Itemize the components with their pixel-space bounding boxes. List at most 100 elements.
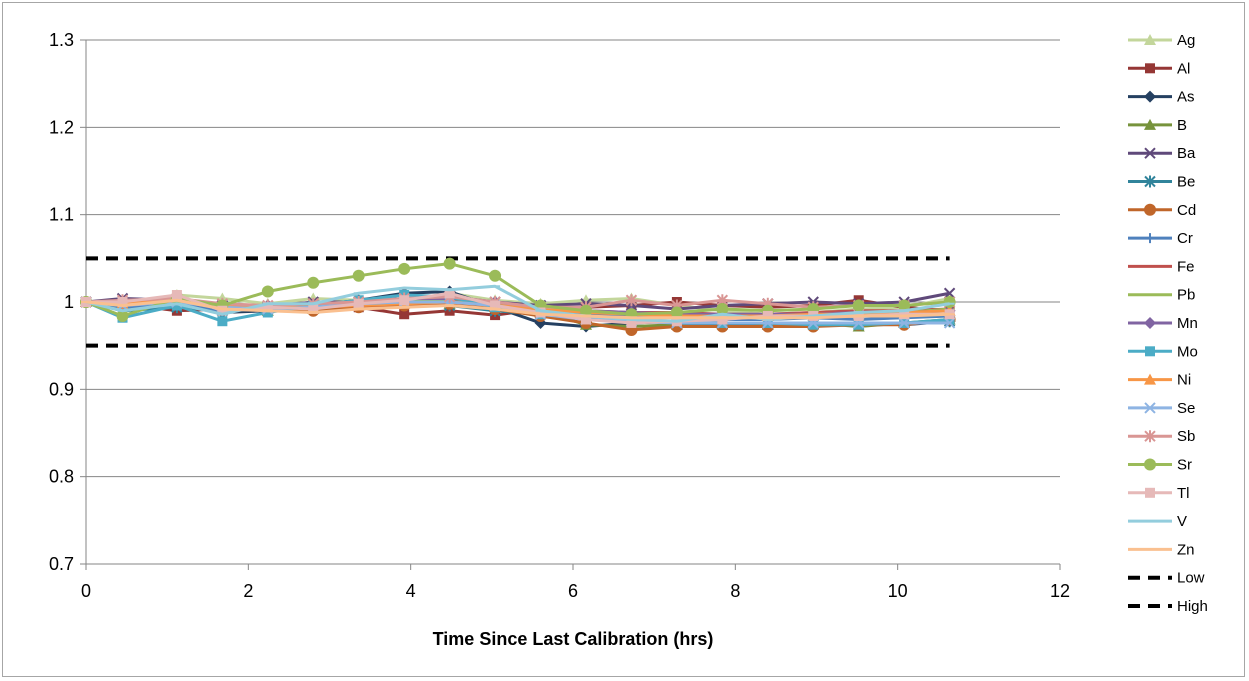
x-tick-label: 2 bbox=[243, 581, 253, 601]
legend-entry-be: Be bbox=[1128, 174, 1195, 191]
data-point-mo bbox=[217, 316, 228, 327]
legend-label: Sb bbox=[1177, 428, 1195, 445]
data-point-al bbox=[399, 309, 410, 320]
y-tick-label: 1.1 bbox=[49, 205, 74, 225]
x-tick-label: 10 bbox=[888, 581, 908, 601]
legend-marker bbox=[1144, 373, 1156, 385]
data-point-se bbox=[943, 317, 956, 329]
data-point-tl bbox=[717, 314, 728, 325]
x-tick-label: 12 bbox=[1050, 581, 1070, 601]
data-point-mo bbox=[262, 307, 273, 318]
data-point-sr bbox=[307, 276, 320, 289]
legend-label: Low bbox=[1177, 570, 1205, 587]
legend-marker bbox=[1144, 175, 1156, 188]
legend-entry-as: As bbox=[1128, 89, 1195, 106]
legend-entry-high: High bbox=[1128, 598, 1208, 615]
series-zn bbox=[81, 298, 955, 320]
tick-labels: 0.7 0.8 0.9 1 1.1 1.2 1.3 0 2 4 6 8 10 12 bbox=[49, 30, 1070, 601]
y-tick-label: 0.8 bbox=[49, 467, 74, 487]
x-tick-label: 4 bbox=[406, 581, 416, 601]
legend-label: Sr bbox=[1177, 457, 1192, 474]
legend-entry-mo: Mo bbox=[1128, 343, 1198, 360]
legend-marker bbox=[1145, 63, 1155, 74]
data-point-tl bbox=[308, 303, 319, 314]
legend-label: Zn bbox=[1177, 541, 1195, 558]
legend-marker bbox=[1145, 233, 1155, 244]
reference-lines bbox=[86, 256, 950, 348]
data-point-sr bbox=[443, 257, 456, 270]
legend-label: V bbox=[1177, 513, 1187, 530]
legend-marker bbox=[1144, 458, 1156, 471]
legend-marker bbox=[1144, 430, 1156, 443]
legend-label: Fe bbox=[1177, 258, 1195, 275]
data-point-tl bbox=[444, 288, 455, 299]
data-point-sr bbox=[489, 269, 502, 282]
data-point-tl bbox=[217, 305, 228, 316]
data-point-tl bbox=[899, 309, 910, 320]
data-point-tl bbox=[171, 290, 182, 301]
legend-label: B bbox=[1177, 117, 1187, 134]
data-point-sr bbox=[579, 304, 592, 317]
legend-label: Se bbox=[1177, 400, 1195, 417]
data-point-se bbox=[898, 317, 910, 329]
legend-entry-cd: Cd bbox=[1128, 202, 1196, 219]
legend-label: High bbox=[1177, 598, 1208, 615]
y-tick-label: 1.2 bbox=[49, 117, 74, 137]
legend-entry-low: Low bbox=[1128, 570, 1205, 587]
series-line-sr bbox=[85, 262, 950, 318]
legend-marker bbox=[1145, 346, 1155, 357]
data-point-tl bbox=[353, 298, 364, 309]
legend-entry-ni: Ni bbox=[1128, 372, 1191, 389]
legend-label: Ba bbox=[1177, 145, 1196, 162]
legend-entry-ag: Ag bbox=[1128, 32, 1195, 49]
data-point-sr bbox=[261, 285, 274, 298]
legend-label: Mn bbox=[1177, 315, 1198, 332]
legend-entry-zn: Zn bbox=[1128, 541, 1195, 558]
legend-label: As bbox=[1177, 89, 1195, 106]
series-layer bbox=[80, 257, 956, 336]
data-point-sb bbox=[625, 294, 638, 307]
legend-entry-ba: Ba bbox=[1128, 145, 1196, 162]
y-tick-label: 1.3 bbox=[49, 30, 74, 50]
data-point-sr bbox=[852, 299, 865, 312]
data-point-tl bbox=[580, 314, 591, 325]
data-point-mo bbox=[853, 319, 864, 330]
x-tick-label: 0 bbox=[81, 581, 91, 601]
legend-label: Cr bbox=[1177, 230, 1193, 247]
data-point-sr bbox=[943, 296, 956, 308]
data-point-mo bbox=[808, 319, 819, 330]
legend-marker bbox=[1144, 402, 1156, 414]
data-point-mo bbox=[944, 314, 955, 325]
legend-entry-se: Se bbox=[1128, 400, 1195, 417]
data-point-tl bbox=[490, 300, 501, 311]
data-point-tl bbox=[262, 302, 273, 313]
data-point-sr bbox=[898, 299, 911, 312]
legend-label: Cd bbox=[1177, 202, 1196, 219]
legend-entry-b: B bbox=[1128, 117, 1187, 134]
data-point-sr bbox=[398, 262, 411, 275]
legend-marker bbox=[1144, 90, 1156, 103]
legend-marker bbox=[1144, 147, 1156, 159]
data-point-tl bbox=[117, 297, 128, 307]
legend-label: Al bbox=[1177, 60, 1190, 77]
legend-marker bbox=[1145, 487, 1155, 498]
legend-entry-pb: Pb bbox=[1128, 287, 1195, 304]
data-point-sr bbox=[716, 302, 729, 315]
series-sr bbox=[80, 257, 956, 322]
legend-marker bbox=[1144, 34, 1156, 45]
legend-marker bbox=[1144, 203, 1156, 216]
data-point-sr bbox=[116, 309, 129, 322]
legend-marker bbox=[1144, 118, 1156, 130]
legend-entry-fe: Fe bbox=[1128, 258, 1195, 275]
y-tick-label: 1 bbox=[64, 292, 74, 312]
legend-entry-v: V bbox=[1128, 513, 1187, 530]
y-tick-label: 0.7 bbox=[49, 554, 74, 574]
legend-label: Ni bbox=[1177, 372, 1191, 389]
data-point-tl bbox=[399, 295, 410, 306]
legend-label: Mo bbox=[1177, 343, 1198, 360]
data-point-tl bbox=[626, 317, 637, 328]
legend-entry-cr: Cr bbox=[1128, 230, 1193, 247]
data-point-tl bbox=[535, 307, 546, 318]
series-line-zn bbox=[85, 298, 950, 320]
